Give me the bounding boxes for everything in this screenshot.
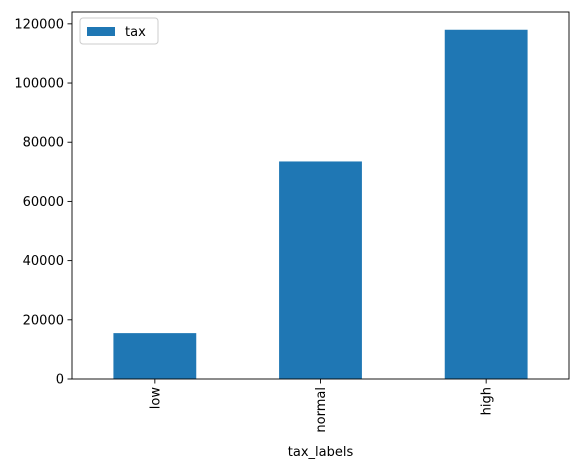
legend-box (79, 17, 159, 45)
bar-normal (279, 161, 362, 379)
y-tick-label: 60000 (23, 195, 64, 210)
y-tick-label: 20000 (23, 313, 64, 328)
bar-high (444, 29, 528, 380)
y-tick-label: 0 (56, 373, 64, 388)
x-tick-label-low: low (148, 387, 163, 410)
legend-swatch (87, 27, 115, 36)
y-tick-label: 80000 (23, 136, 64, 151)
legend-label: tax (125, 25, 146, 40)
x-tick-label-normal: normal (314, 387, 329, 433)
axes-layer: 0 20000 40000 60000 80000 100000 120000 low norm… (14, 11, 570, 433)
bars-layer (113, 29, 528, 380)
legend: tax (79, 17, 159, 45)
x-tick-label-high: high (480, 387, 495, 415)
y-tick-label: 120000 (14, 17, 64, 32)
x-axis-label: tax_labels (288, 445, 354, 460)
y-tick-label: 100000 (14, 77, 64, 92)
y-tick-label: 40000 (23, 254, 64, 269)
bar-low (113, 333, 197, 379)
